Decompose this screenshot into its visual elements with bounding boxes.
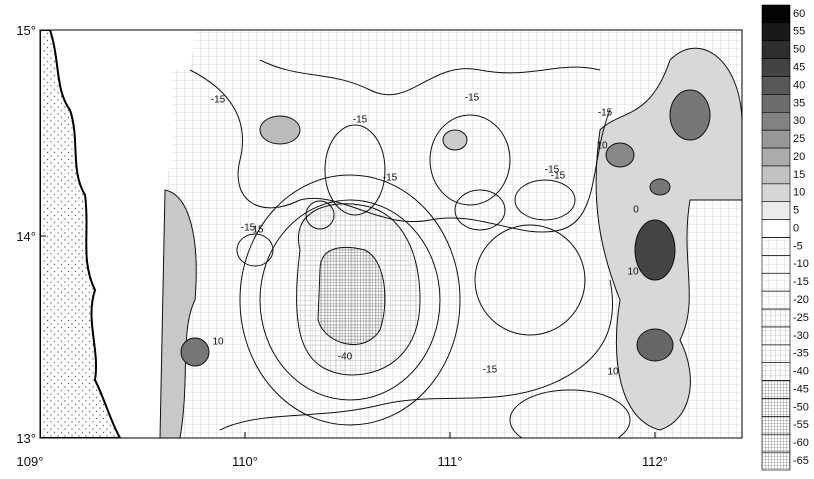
colorbar-swatch (762, 41, 790, 59)
colorbar-label: 5 (793, 205, 799, 217)
contour-label: -15 (465, 93, 480, 104)
colorbar-swatch (762, 220, 790, 238)
contour-label: -15 (545, 165, 560, 176)
colorbar-label: 25 (793, 133, 805, 145)
contour-label: 15 (252, 225, 264, 236)
contour-label: 0 (633, 205, 639, 216)
colorbar-label: 55 (793, 26, 805, 38)
colorbar-swatch (762, 238, 790, 256)
colorbar-label: -10 (793, 258, 809, 270)
colorbar-label: 45 (793, 62, 805, 74)
colorbar-swatch (762, 166, 790, 184)
colorbar-swatch (762, 309, 790, 327)
colorbar-swatch (762, 273, 790, 291)
lon-label: 110° (232, 454, 258, 469)
colorbar-swatch (762, 130, 790, 148)
contour-label: 10 (627, 267, 639, 278)
map-body (40, 30, 742, 450)
colorbar-swatch (762, 345, 790, 363)
colorbar-label: -40 (793, 366, 809, 378)
colorbar-label: -65 (793, 455, 809, 467)
lat-label: 15° (16, 23, 36, 38)
colorbar-label: -5 (793, 240, 803, 252)
colorbar-swatch (762, 148, 790, 166)
colorbar-label: -45 (793, 383, 809, 395)
colorbar-label: 50 (793, 44, 805, 56)
contour-label: 10 (212, 337, 224, 348)
colorbar-label: -35 (793, 348, 809, 360)
contour-label: -15 (383, 173, 398, 184)
colorbar-swatch (762, 255, 790, 273)
colorbar-label: -25 (793, 312, 809, 324)
lon-label: 112° (642, 454, 668, 469)
contour-map: -15-15-15-15-15-15-15-15-1510101010-4015… (0, 0, 814, 474)
contour-label: 10 (596, 141, 608, 152)
colorbar-label: -60 (793, 437, 809, 449)
contour-label: -15 (598, 108, 613, 119)
colorbar-swatch (762, 94, 790, 112)
colorbar-swatch (762, 77, 790, 95)
colorbar-label: -50 (793, 401, 809, 413)
colorbar-swatch (762, 112, 790, 130)
colorbar-label: 10 (793, 187, 805, 199)
contour-label: -40 (338, 352, 353, 363)
colorbar-label: -30 (793, 330, 809, 342)
lon-label: 109° (17, 454, 44, 469)
colorbar-label: 60 (793, 8, 805, 20)
lon-label: 111° (438, 454, 463, 469)
colorbar-label: 15 (793, 169, 805, 181)
colorbar-label: 20 (793, 151, 805, 163)
colorbar-label: -15 (793, 276, 809, 288)
colorbar-swatch (762, 363, 790, 381)
colorbar-swatch (762, 59, 790, 77)
colorbar-swatch (762, 202, 790, 220)
colorbar-swatch (762, 5, 790, 23)
colorbar-swatch (762, 291, 790, 309)
land (40, 30, 120, 438)
colorbar-label: -55 (793, 419, 809, 431)
colorbar-swatch (762, 23, 790, 41)
colorbar-swatch (762, 416, 790, 434)
contour-label: 10 (607, 367, 619, 378)
colorbar-label: 40 (793, 79, 805, 91)
colorbar-swatch (762, 398, 790, 416)
colorbar-label: -20 (793, 294, 809, 306)
page: {"map": { "lat_labels": ["15°", "14°", "… (0, 0, 814, 474)
colorbar-label: 35 (793, 97, 805, 109)
contour-label: -15 (211, 95, 226, 106)
contour-label: -15 (483, 365, 498, 376)
lat-label: 13° (16, 431, 36, 446)
deepest-region (318, 247, 385, 344)
colorbar-swatch (762, 381, 790, 399)
colorbar-swatch (762, 327, 790, 345)
lat-label: 14° (16, 229, 36, 244)
colorbar-swatch (762, 434, 790, 452)
colorbar-swatch (762, 452, 790, 470)
colorbar-label: 0 (793, 222, 799, 234)
contour-label: -15 (353, 115, 368, 126)
colorbar-swatch (762, 184, 790, 202)
colorbar-label: 30 (793, 115, 805, 127)
